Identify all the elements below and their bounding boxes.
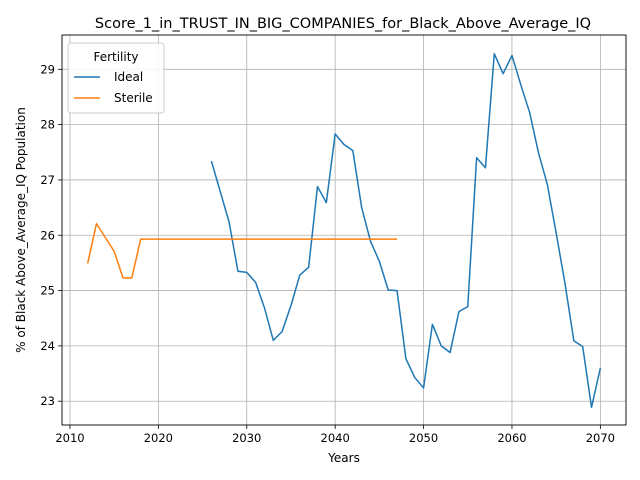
legend: Fertility Ideal Sterile [67, 42, 165, 114]
y-tick-label: 29 [40, 62, 55, 76]
x-tick-label: 2050 [409, 431, 438, 445]
legend-label-sterile: Sterile [114, 91, 153, 105]
x-tick-label: 2070 [586, 431, 615, 445]
x-tick-label: 2020 [144, 431, 173, 445]
series-line-sterile [86, 222, 398, 279]
series-layer [86, 53, 602, 409]
y-tick-label: 27 [40, 173, 55, 187]
x-axis: 2010 2020 2030 2040 2050 2060 2070 [55, 425, 615, 445]
series-line-ideal [210, 53, 602, 409]
y-axis: 23 24 25 26 27 28 29 [40, 62, 62, 408]
x-axis-label: Years [327, 451, 360, 465]
legend-label-ideal: Ideal [114, 70, 143, 84]
x-tick-label: 2060 [497, 431, 526, 445]
y-tick-label: 24 [40, 339, 55, 353]
y-tick-label: 26 [40, 228, 55, 242]
x-tick-label: 2040 [321, 431, 350, 445]
grid-lines [62, 35, 626, 425]
legend-box [67, 42, 165, 114]
y-axis-label: % of Black Above_Average_IQ Population [14, 107, 28, 353]
x-tick-label: 2010 [55, 431, 84, 445]
y-tick-label: 28 [40, 118, 55, 132]
x-tick-label: 2030 [232, 431, 261, 445]
plot-frame [61, 34, 627, 426]
chart-title: Score_1_in_TRUST_IN_BIG_COMPANIES_for_Bl… [95, 16, 591, 32]
y-tick-label: 25 [40, 284, 55, 298]
y-tick-label: 23 [40, 394, 55, 408]
legend-title: Fertility [93, 50, 138, 64]
